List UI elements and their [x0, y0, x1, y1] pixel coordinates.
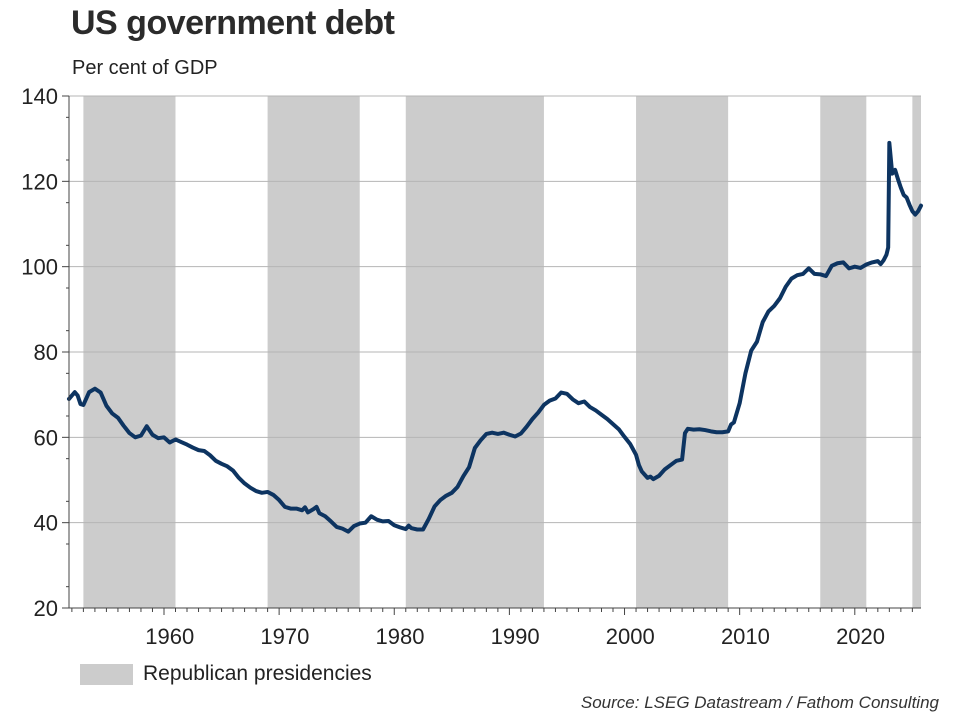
x-tick-label: 2010: [721, 624, 770, 649]
y-tick-label: 80: [34, 340, 58, 365]
y-tick-label: 100: [21, 255, 58, 280]
x-tick-label: 1980: [376, 624, 425, 649]
x-tick-label: 2020: [836, 624, 885, 649]
tick-labels: 20 40 60 80 100 120 140 1960 1970 1980 1990 2000 201…: [21, 84, 885, 649]
y-tick-label: 20: [34, 596, 58, 621]
source-note: Source: LSEG Datastream / Fathom Consult…: [580, 693, 939, 712]
debt-series-line: [67, 140, 923, 534]
x-tick-label: 1970: [260, 624, 309, 649]
gridlines: [69, 95, 921, 524]
x-tick-label: 2000: [606, 624, 655, 649]
axes: [62, 95, 921, 615]
x-tick-label: 1990: [491, 624, 540, 649]
legend: Republican presidencies: [80, 660, 372, 688]
legend-swatch: [80, 663, 133, 685]
y-tick-label: 60: [34, 425, 58, 450]
y-tick-label: 120: [21, 169, 58, 194]
chart-title: US government debt: [71, 4, 395, 42]
x-tick-label: 1960: [145, 624, 194, 649]
y-tick-label: 140: [21, 84, 58, 109]
chart-subtitle: Per cent of GDP: [72, 57, 218, 79]
series-layer: [67, 140, 923, 534]
y-tick-label: 40: [34, 511, 58, 536]
legend-label: Republican presidencies: [143, 662, 372, 685]
